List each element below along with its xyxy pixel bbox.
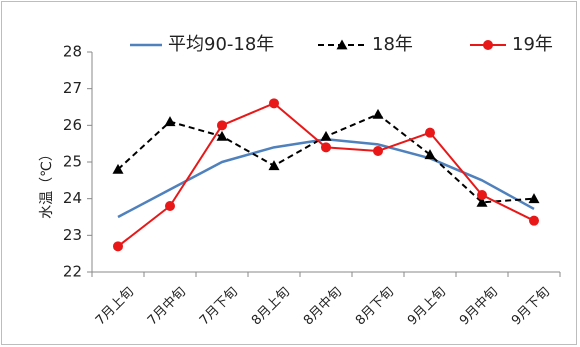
series-2 [113, 98, 539, 252]
data-point [477, 190, 487, 200]
data-point [321, 142, 331, 153]
x-tick-label: 7月中旬 [145, 284, 189, 328]
legend-entry: 平均90-18年 [130, 34, 274, 55]
legend-label: 平均90-18年 [168, 34, 274, 55]
data-point [373, 146, 383, 156]
x-tick-label: 8月下旬 [353, 284, 397, 328]
x-tick-labels: 7月上旬 7月中旬 7月下旬 8月上旬 8月中旬 8月下旬 9月上旬 9月中旬 9月下旬 [93, 284, 553, 328]
legend-entry: 18年 [318, 34, 413, 55]
x-tick-label: 7月下旬 [197, 284, 241, 328]
x-tick-label: 8月上旬 [249, 284, 293, 328]
legend-entry: 19年 [470, 34, 553, 55]
data-point [528, 193, 540, 204]
legend-label: 19年 [512, 34, 553, 55]
y-axis-label: 水温（℃） [39, 147, 55, 219]
x-tick-label: 9月中旬 [457, 284, 501, 328]
data-point [217, 120, 227, 131]
y-tick-labels: 22 23 24 25 26 27 28 [63, 43, 82, 281]
data-point [372, 108, 384, 119]
legend: 平均90-18年 18年 19年 [130, 34, 553, 55]
x-tick-label: 7月上旬 [93, 284, 137, 328]
y-tick-label: 27 [63, 79, 82, 97]
legend-label: 18年 [372, 34, 413, 55]
data-point [112, 163, 124, 174]
data-point [476, 196, 488, 207]
data-point [529, 215, 539, 226]
data-point [320, 130, 332, 141]
data-point [164, 116, 176, 127]
data-point [269, 98, 279, 109]
series-group [112, 98, 540, 252]
axes [87, 51, 561, 277]
legend-marker [336, 39, 348, 50]
data-point [165, 201, 175, 211]
x-tick-label: 8月中旬 [301, 284, 345, 328]
data-point [268, 160, 280, 171]
legend-marker [483, 40, 493, 50]
data-point [425, 127, 435, 138]
y-tick-label: 23 [63, 226, 82, 244]
x-tick-label: 9月上旬 [405, 284, 449, 328]
data-point [216, 130, 228, 141]
data-point [424, 149, 436, 160]
y-tick-label: 28 [63, 43, 82, 61]
x-tick-label: 9月下旬 [509, 284, 553, 328]
data-point [113, 241, 123, 252]
y-tick-label: 22 [63, 263, 82, 281]
y-tick-label: 24 [63, 189, 82, 207]
y-tick-label: 25 [63, 153, 82, 171]
series-1 [112, 108, 540, 207]
y-tick-label: 26 [63, 116, 82, 134]
